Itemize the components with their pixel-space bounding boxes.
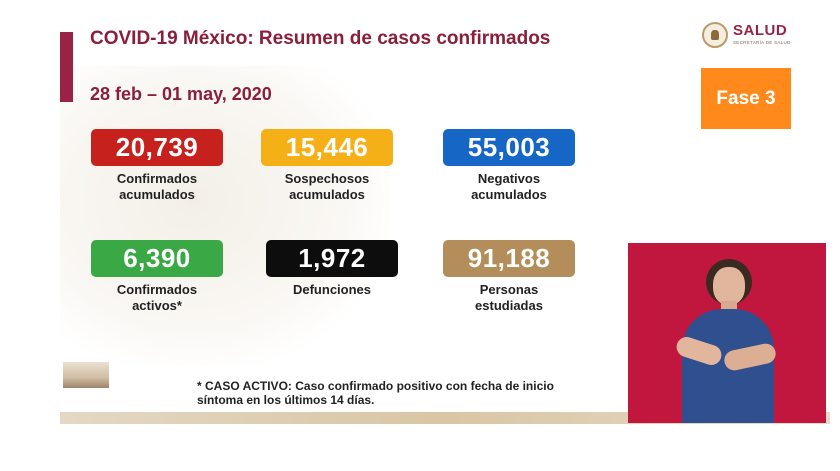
background-watermark xyxy=(60,66,390,366)
metric-sospechosos-acumulados: 15,446 Sospechosos acumulados xyxy=(247,129,407,203)
presentation-slide: COVID-19 México: Resumen de casos confir… xyxy=(60,6,830,426)
eagle-seal-icon xyxy=(702,22,728,48)
salud-logo: SALUD SECRETARÍA DE SALUD xyxy=(700,20,796,50)
logo-subtitle: SECRETARÍA DE SALUD xyxy=(733,40,791,45)
metric-value: 1,972 xyxy=(266,240,398,277)
metric-label: Negativos acumulados xyxy=(471,171,547,202)
slide-title: COVID-19 México: Resumen de casos confir… xyxy=(90,28,551,49)
metric-label: Sospechosos acumulados xyxy=(284,171,370,202)
sign-language-interpreter-video xyxy=(628,243,826,423)
interpreter-face xyxy=(713,267,745,305)
date-range: 28 feb – 01 may, 2020 xyxy=(90,84,272,104)
active-case-footnote: * CASO ACTIVO: Caso confirmado positivo … xyxy=(197,379,554,407)
metric-label: Defunciones xyxy=(292,282,371,297)
metric-label: Confirmados activos* xyxy=(116,282,198,313)
metric-negativos-acumulados: 55,003 Negativos acumulados xyxy=(429,129,589,203)
phase-badge: Fase 3 xyxy=(701,68,791,129)
metric-label: Personas estudiadas xyxy=(475,282,543,313)
logo-name: SALUD xyxy=(733,22,788,39)
metric-personas-estudiadas: 91,188 Personas estudiadas xyxy=(429,240,589,314)
metric-value: 15,446 xyxy=(261,129,393,166)
metric-confirmados-activos: 6,390 Confirmados activos* xyxy=(77,240,237,314)
metric-label: Confirmados acumulados xyxy=(116,171,198,202)
heroes-thumbnail-image xyxy=(63,362,109,388)
title-accent-bar xyxy=(60,32,73,102)
metric-defunciones: 1,972 Defunciones xyxy=(252,240,412,298)
metric-value: 91,188 xyxy=(443,240,575,277)
metric-value: 20,739 xyxy=(91,129,223,166)
metric-confirmados-acumulados: 20,739 Confirmados acumulados xyxy=(77,129,237,203)
metric-value: 6,390 xyxy=(91,240,223,277)
metric-value: 55,003 xyxy=(443,129,575,166)
